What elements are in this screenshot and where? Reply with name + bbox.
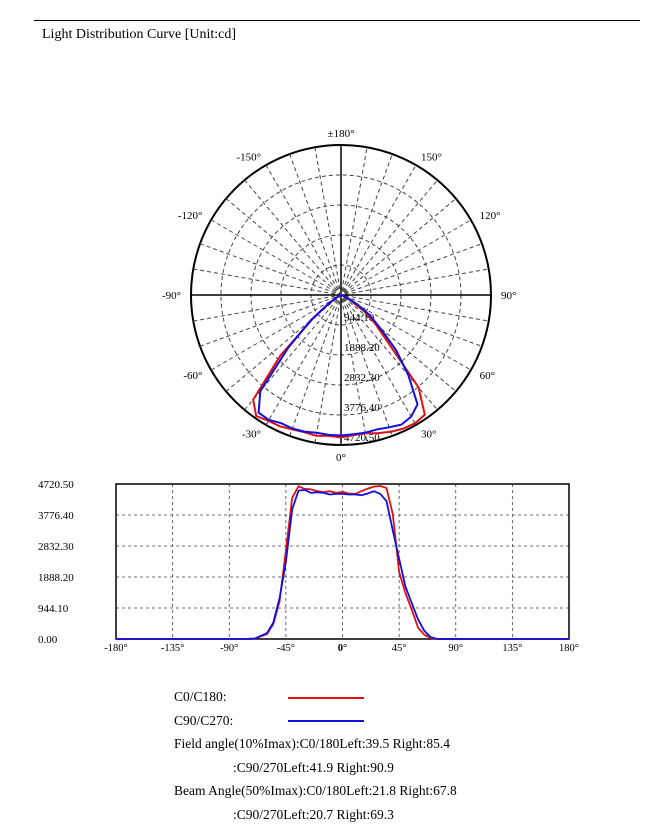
polar-angle-label: -150° bbox=[236, 151, 261, 163]
linear-frame bbox=[115, 483, 570, 640]
linear-y-tick-label: 4720.50 bbox=[38, 479, 74, 491]
linear-x-tick-label: 45° bbox=[392, 643, 407, 654]
linear-series-c90-c270 bbox=[116, 488, 569, 640]
polar-angle-label: -30° bbox=[242, 429, 261, 441]
header-rule bbox=[34, 20, 640, 21]
polar-series-c0-c180 bbox=[252, 294, 426, 439]
legend-c90-swatch bbox=[288, 720, 364, 722]
linear-chart: 4720.50 3776.40 2832.30 1888.20 944.10 0.00 -1… bbox=[38, 479, 579, 654]
page-title: Light Distribution Curve [Unit:cd] bbox=[42, 27, 237, 42]
legend-c90-label: C90/C270: bbox=[174, 713, 234, 728]
polar-angle-label: 30° bbox=[421, 429, 436, 441]
linear-y-tick-label: 3776.40 bbox=[38, 510, 74, 522]
polar-radial-label: 1888.20 bbox=[344, 342, 380, 354]
polar-radial-label: 2832.30 bbox=[344, 372, 380, 384]
linear-x-tick-label: 0° bbox=[338, 643, 347, 654]
linear-x-tick-label: -90° bbox=[220, 643, 238, 654]
linear-y-tick-label: 0.00 bbox=[38, 634, 58, 646]
linear-y-tick-label: 2832.30 bbox=[38, 541, 74, 553]
polar-angle-label: 60° bbox=[480, 370, 495, 382]
polar-angle-label: 150° bbox=[421, 151, 442, 163]
beam-angle-line-1: Beam Angle(50%Imax):C0/180Left:21.8 Righ… bbox=[174, 783, 457, 798]
linear-x-tick-label: 90° bbox=[448, 643, 463, 654]
polar-angle-label: -90° bbox=[162, 290, 181, 302]
beam-angle-line-2: :C90/270Left:20.7 Right:69.3 bbox=[233, 807, 394, 822]
linear-x-tick-label: -180° bbox=[104, 643, 127, 654]
polar-radial-label: 3776.40 bbox=[344, 402, 380, 414]
linear-x-tick-label: -135° bbox=[161, 643, 184, 654]
linear-x-tick-label: 135° bbox=[502, 643, 522, 654]
linear-x-tick-label: 180° bbox=[559, 643, 579, 654]
legend-c0-label: C0/C180: bbox=[174, 689, 227, 704]
legend-c0-swatch bbox=[288, 697, 364, 699]
linear-x-tick-label: -45° bbox=[277, 643, 295, 654]
polar-series-c90-c270 bbox=[257, 294, 419, 437]
field-angle-line-1: Field angle(10%Imax):C0/180Left:39.5 Rig… bbox=[174, 736, 450, 751]
polar-angle-label: ±180° bbox=[328, 128, 355, 140]
polar-angle-label: 0° bbox=[336, 452, 346, 464]
polar-angle-label: 120° bbox=[480, 210, 501, 222]
field-angle-line-2: :C90/270Left:41.9 Right:90.9 bbox=[233, 760, 394, 775]
polar-chart: 944.101888.202832.303776.404720.500°30°6… bbox=[162, 128, 516, 464]
linear-y-tick-label: 1888.20 bbox=[38, 572, 74, 584]
polar-angle-label: -60° bbox=[183, 370, 202, 382]
polar-angle-label: -120° bbox=[178, 210, 203, 222]
linear-y-tick-label: 944.10 bbox=[38, 603, 69, 615]
polar-angle-label: 90° bbox=[501, 290, 516, 302]
